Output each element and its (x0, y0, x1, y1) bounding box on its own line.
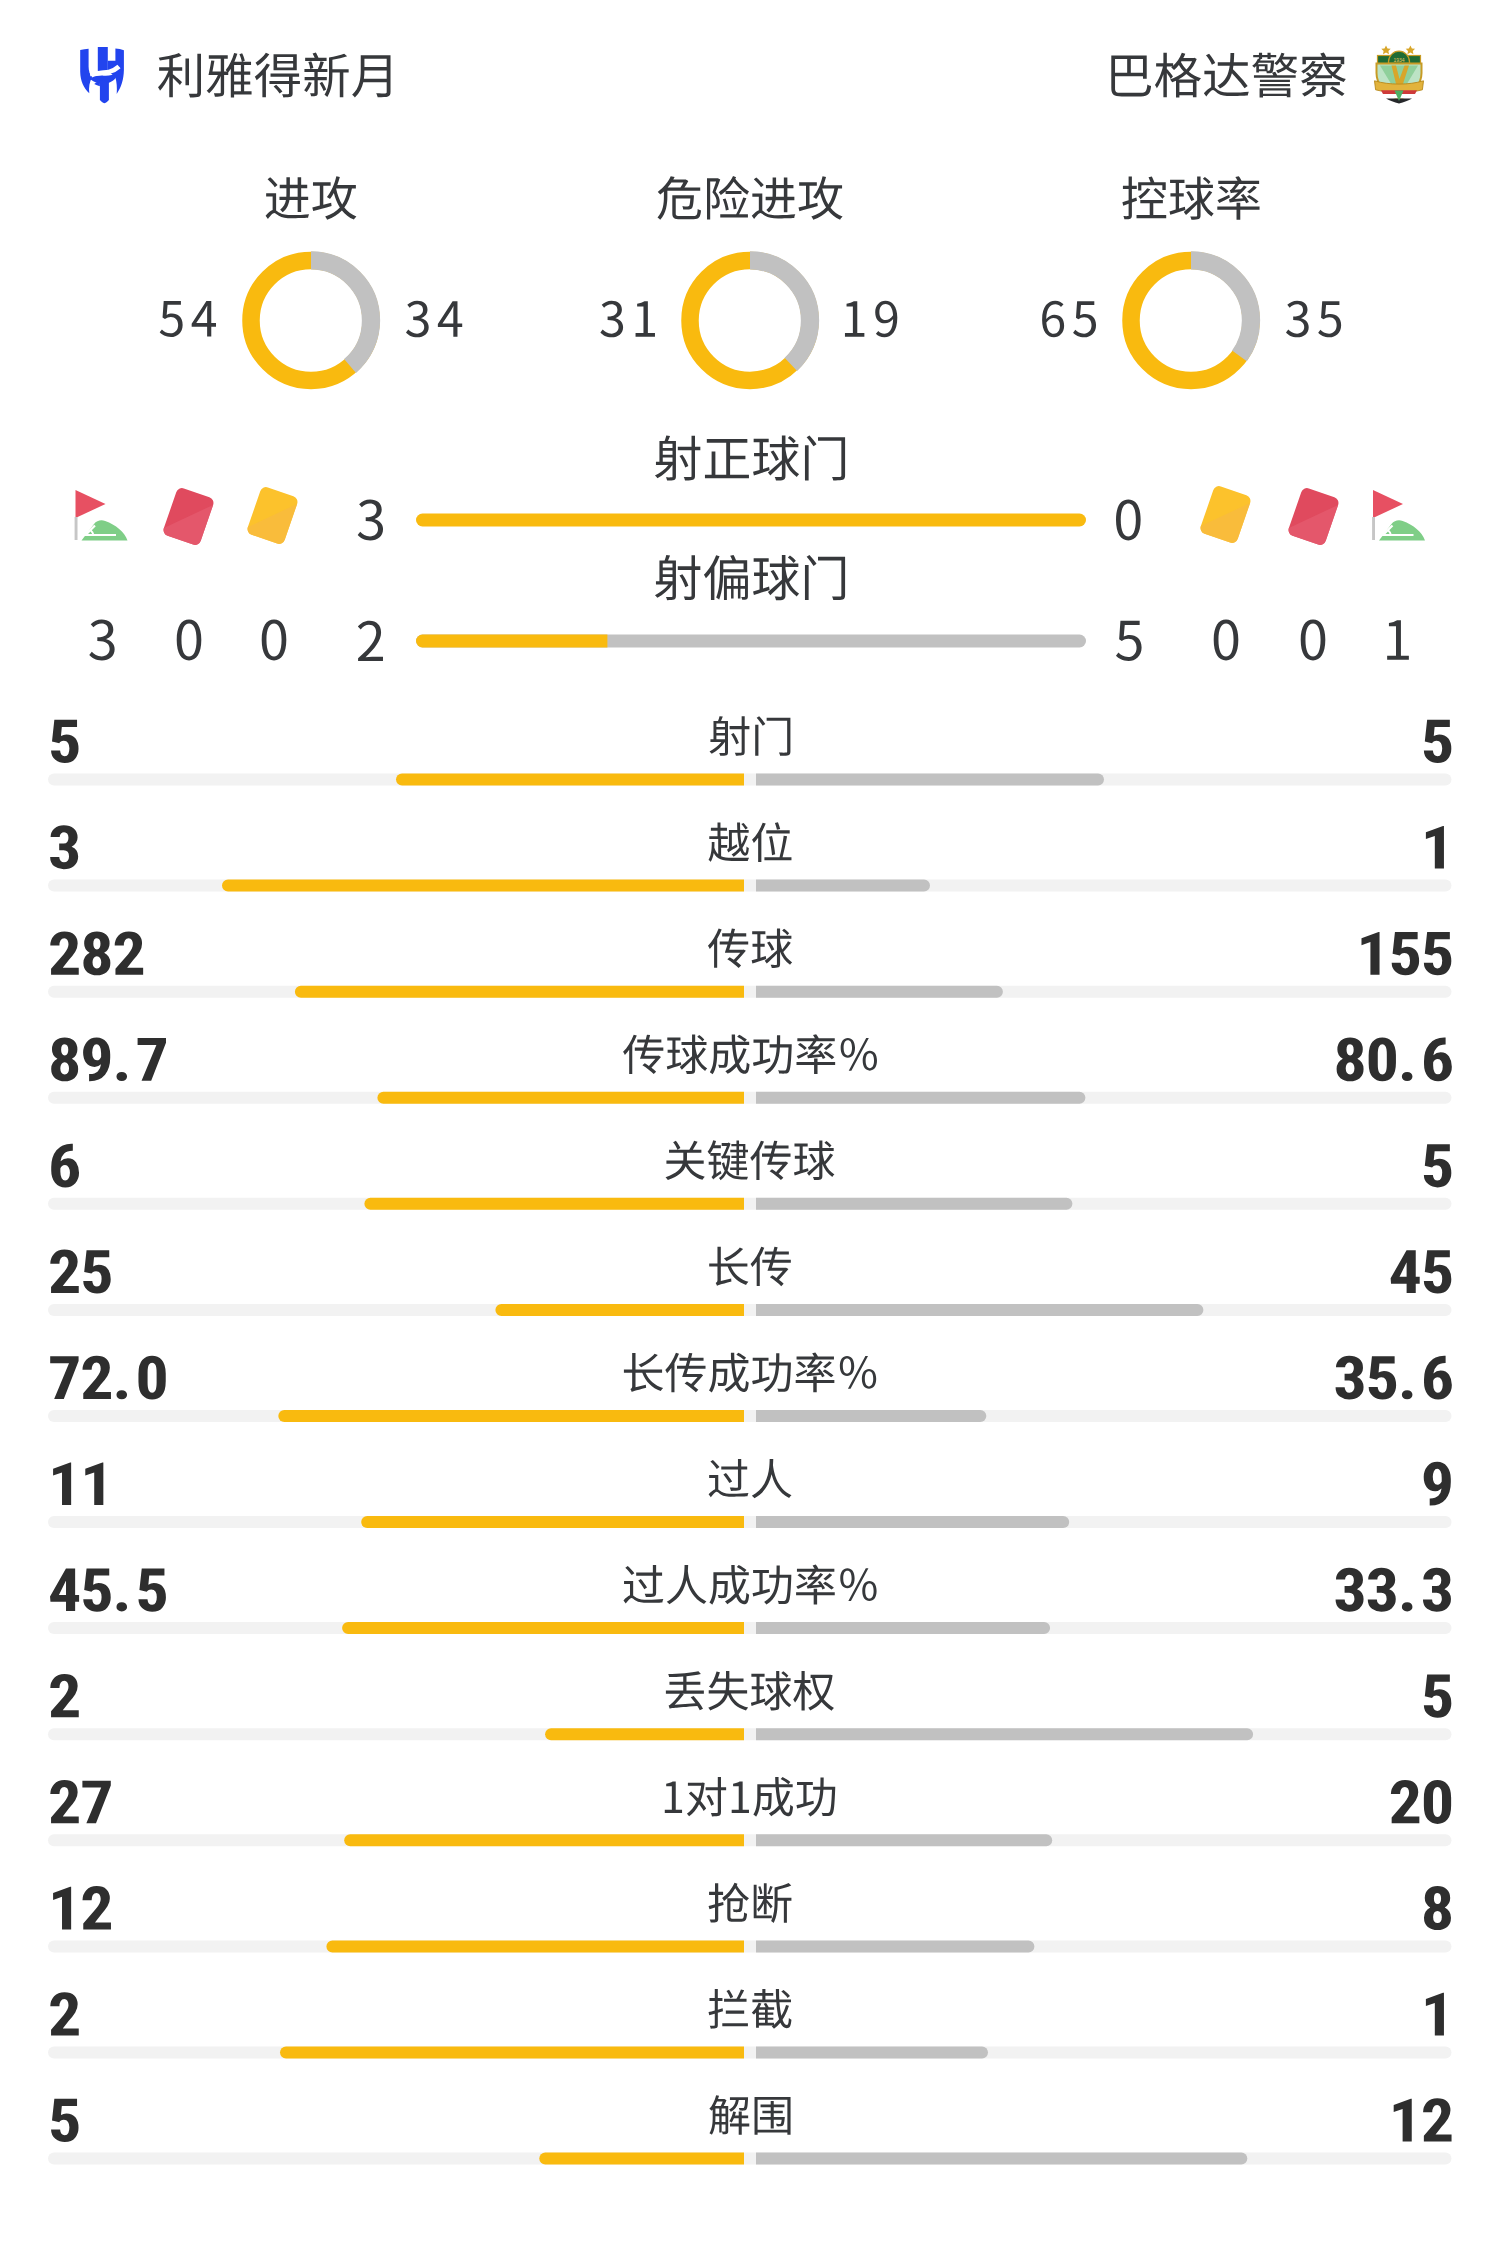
svg-text:1934: 1934 (1393, 57, 1404, 63)
